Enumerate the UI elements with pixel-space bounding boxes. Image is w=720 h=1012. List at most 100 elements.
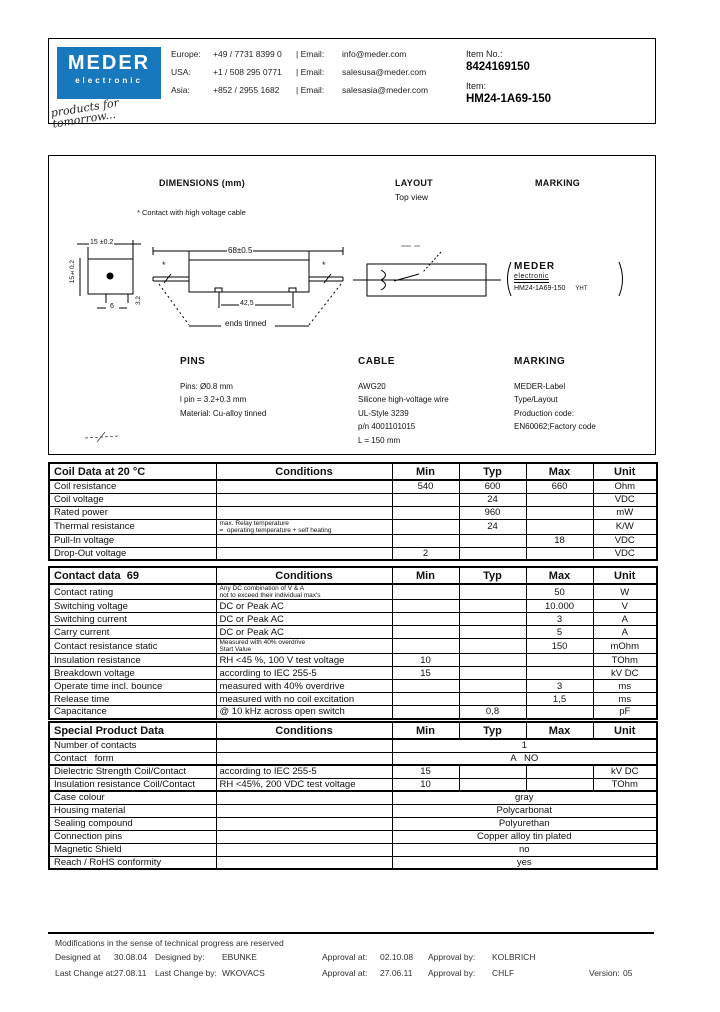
dim-pin-length: 3.2 [135,296,142,306]
footer-field-label: Approval at: [322,968,368,978]
row-label: Insulation resistance Coil/Contact [48,777,217,792]
row-condition [215,546,393,561]
row-unit: VDC [592,533,658,548]
row-min [391,533,460,548]
pins-line: Pins: Ø0.8 mm [180,381,233,391]
item-label: Item: [466,81,487,91]
dim-body-length: 68±0.5 [227,246,254,255]
marking-brand: MEDER [514,261,556,272]
table-row: Switching voltage DC or Peak AC 10.000 V [48,599,658,613]
row-typ [458,764,527,779]
table-row: Breakdown voltage according to IEC 255-5 1… [48,666,658,680]
row-label: Number of contacts [48,738,217,753]
column-header: Max [525,566,594,585]
row-unit: kV DC [592,666,658,680]
footer-field-label: Approval at: [322,952,368,962]
table-row: Release time measured with no coil excita… [48,692,658,706]
footer-field-label: Last Change at: [55,968,116,978]
layout-title: LAYOUT [395,178,433,188]
footer-field-label: Version: [589,968,620,978]
row-max: 660 [525,479,594,494]
row-max: 50 [525,583,594,600]
meder-logo: MEDER electronic [57,47,161,99]
footer-field-value: CHLF [492,968,515,978]
row-label: Reach / RoHS conformity [48,855,217,870]
marking-title: MARKING [535,178,581,188]
table-row: Pull-In voltage 18 VDC [48,533,658,548]
row-unit: pF [592,705,658,719]
row-min [391,492,460,507]
row-condition [215,751,393,766]
footer-field-label: Designed by: [155,952,205,962]
marking-info-section: MARKING MEDER-Label Type/Layout Producti… [514,355,596,434]
row-condition [215,829,393,844]
dim-bottom: 6 [109,303,115,310]
row-condition [215,492,393,507]
cable-section: CABLE AWG20 Silicone high-voltage wire U… [358,355,449,447]
row-unit: K/W [592,518,658,535]
footer-field-value: 27.08.11 [114,968,147,978]
row-min [391,583,460,600]
email-label: | Email: [296,67,325,77]
row-typ [458,583,527,600]
row-span-value: 1 [391,738,658,753]
table-row: Drop-Out voltage 2 VDC [48,546,658,561]
table-row: Insulation resistance RH <45 %, 100 V tes… [48,653,658,667]
row-label: Switching current [48,612,217,626]
marking-type: HM24-1A69-150 [514,285,566,292]
row-min [391,692,460,706]
row-condition: RH <45%, 200 VDC test voltage [215,777,393,792]
table-row: Operate time incl. bounce measured with 4… [48,679,658,693]
row-label: Pull-In voltage [48,533,217,548]
cable-line: Silicone high-voltage wire [358,395,449,404]
table-row: Case colour gray [48,790,658,805]
footer-field-label: Last Change by: [155,968,217,978]
table-row: Carry current DC or Peak AC 5 A [48,625,658,639]
footer-field-value: 30.08.04 [114,952,148,962]
row-max [525,653,594,667]
row-min: 540 [391,479,460,494]
ends-tinned-label: ends tinned [225,319,267,328]
table-row: Magnetic Shield no [48,842,658,857]
column-header: Conditions [215,721,393,740]
row-min [391,638,460,654]
row-label: Contact resistance static [48,638,217,654]
row-min: 2 [391,546,460,561]
technical-drawing-shapes [77,240,623,443]
row-typ: 0,8 [458,705,527,719]
row-label: Release time [48,692,217,706]
row-condition: DC or Peak AC [215,612,393,626]
row-min [391,679,460,693]
row-condition: measured with 40% overdrive [215,679,393,693]
row-unit: mW [592,505,658,520]
row-condition [215,803,393,818]
row-max [525,505,594,520]
row-max: 10.000 [525,599,594,613]
row-typ [458,533,527,548]
email-address: info@meder.com [342,49,407,59]
row-min [391,518,460,535]
row-label: Contact form [48,751,217,766]
pins-line: Material: Cu-alloy tinned [180,408,267,418]
dim-pin-spacing: 42,5 [239,300,255,307]
row-typ [458,777,527,792]
row-condition [215,816,393,831]
row-min [391,599,460,613]
header-box: MEDER electronic products for tomorrow..… [48,38,656,131]
row-typ [458,612,527,626]
column-header: Typ [458,721,527,740]
row-unit: TOhm [592,653,658,667]
column-header: Typ [458,462,527,481]
row-span-value: Copper alloy tin plated [391,829,658,844]
row-max [525,492,594,507]
row-min: 10 [391,777,460,792]
phone-number: +49 / 7731 8399 0 [213,49,282,59]
row-unit: W [592,583,658,600]
row-typ [458,666,527,680]
row-unit: mOhm [592,638,658,654]
contact-row-europe: Europe: +49 / 7731 8399 0 | Email: info@med… [171,49,406,59]
dim-side-width: 15 ±0.2 [89,239,115,246]
row-unit: kV DC [592,764,658,779]
row-condition [215,505,393,520]
row-unit: A [592,612,658,626]
